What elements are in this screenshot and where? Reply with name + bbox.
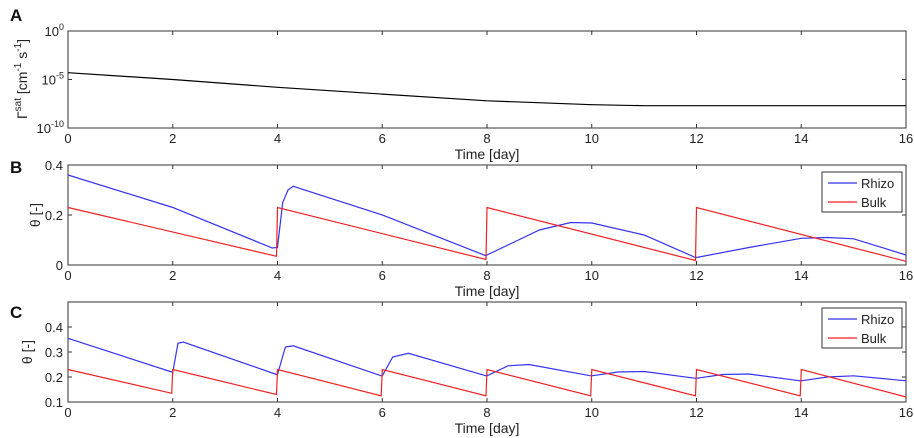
panel-b-legend-bulk: Bulk xyxy=(861,195,887,210)
panel-b-legend-rhizo: Rhizo xyxy=(861,176,894,191)
panel-a-ylabel: Γsat [cm-1 s-1] xyxy=(13,39,30,119)
x-tick-label: 10 xyxy=(585,405,599,420)
x-tick-label: 0 xyxy=(64,405,71,420)
y-tick-label: 0.3 xyxy=(45,345,63,360)
x-tick-label: 2 xyxy=(169,405,176,420)
y-tick-label: 0.4 xyxy=(45,158,63,173)
panel-b-label: B xyxy=(10,158,22,177)
panel-c-series-bulk-line xyxy=(67,368,907,398)
panel-b-ylabel: θ [-] xyxy=(27,203,43,227)
x-tick-label: 2 xyxy=(169,131,176,146)
panel-c-yticks: 0.1 0.2 0.3 0.4 xyxy=(45,320,906,410)
panel-b-yticks: 0 0.2 0.4 xyxy=(45,158,906,273)
x-tick-label: 8 xyxy=(483,131,490,146)
panel-c: C 0 2 4 6 8 10 12 14 16 0.10.20.30.4 Time [day] … xyxy=(10,301,913,436)
panel-b-legend: Rhizo Bulk xyxy=(821,171,903,213)
panel-c-ylabel: θ [-] xyxy=(19,340,35,364)
x-tick-label: 12 xyxy=(689,131,703,146)
panel-b-xticks: 0 2 4 6 8 10 12 14 16 xyxy=(64,165,913,283)
panel-c-legend: Rhizo Bulk xyxy=(821,307,903,349)
y-tick-label: 100 xyxy=(45,22,64,39)
x-tick-label: 8 xyxy=(483,268,490,283)
panel-c-legend-box xyxy=(821,307,903,349)
x-tick-label: 4 xyxy=(274,131,281,146)
y-tick-label: 0.2 xyxy=(45,370,63,385)
x-tick-label: 12 xyxy=(689,268,703,283)
panel-b-series-rhizo-line xyxy=(67,174,907,259)
panel-a-xlabel: Time [day] xyxy=(455,146,520,162)
x-tick-label: 6 xyxy=(379,405,386,420)
panel-c-xlabel: Time [day] xyxy=(455,420,520,436)
panel-b-series-bulk-line xyxy=(67,206,907,262)
y-tick-label: 0.2 xyxy=(45,208,63,223)
x-tick-label: 2 xyxy=(169,268,176,283)
panel-a-axes xyxy=(67,30,907,129)
panel-a-xticks: 0 2 4 6 8 10 12 14 16 xyxy=(64,31,913,146)
x-tick-label: 16 xyxy=(899,131,913,146)
x-tick-label: 14 xyxy=(794,131,808,146)
x-tick-label: 8 xyxy=(483,405,490,420)
y-tick-label: 10-5 xyxy=(42,71,64,88)
panel-b-xlabel: Time [day] xyxy=(455,283,520,299)
x-tick-label: 6 xyxy=(379,268,386,283)
x-tick-label: 16 xyxy=(899,268,913,283)
panel-c-legend-bulk: Bulk xyxy=(861,331,887,346)
panel-a-label: A xyxy=(10,6,22,25)
y-tick-label: 10-10 xyxy=(37,119,64,136)
panel-b-legend-box xyxy=(821,171,903,213)
panel-a-yticks: 100 10-5 10-10 xyxy=(37,22,906,136)
x-tick-label: 16 xyxy=(899,405,913,420)
panel-a-series-line xyxy=(67,72,906,107)
panel-c-xticks: 0 2 4 6 8 10 12 14 16 xyxy=(64,302,913,420)
panel-c-legend-rhizo: Rhizo xyxy=(861,312,894,327)
x-tick-label: 6 xyxy=(379,131,386,146)
x-tick-label: 10 xyxy=(585,131,599,146)
x-tick-label: 4 xyxy=(274,405,281,420)
x-tick-label: 0 xyxy=(64,131,71,146)
x-tick-label: 14 xyxy=(794,405,808,420)
panel-c-series-rhizo-line xyxy=(67,337,907,382)
y-tick-label: 0 xyxy=(56,258,63,273)
y-tick-label: 0.1 xyxy=(45,395,63,410)
x-tick-label: 14 xyxy=(794,268,808,283)
panel-c-label: C xyxy=(10,303,22,322)
panel-b: B 0 2 4 6 8 10 12 14 16 0 0.2 0.4 Time [day] θ [-]… xyxy=(10,158,913,299)
x-tick-label: 12 xyxy=(689,405,703,420)
x-tick-label: 0 xyxy=(64,268,71,283)
panel-c-axes xyxy=(67,301,907,403)
x-tick-label: 4 xyxy=(274,268,281,283)
x-tick-label: 10 xyxy=(585,268,599,283)
y-tick-label: 0.4 xyxy=(45,320,63,335)
